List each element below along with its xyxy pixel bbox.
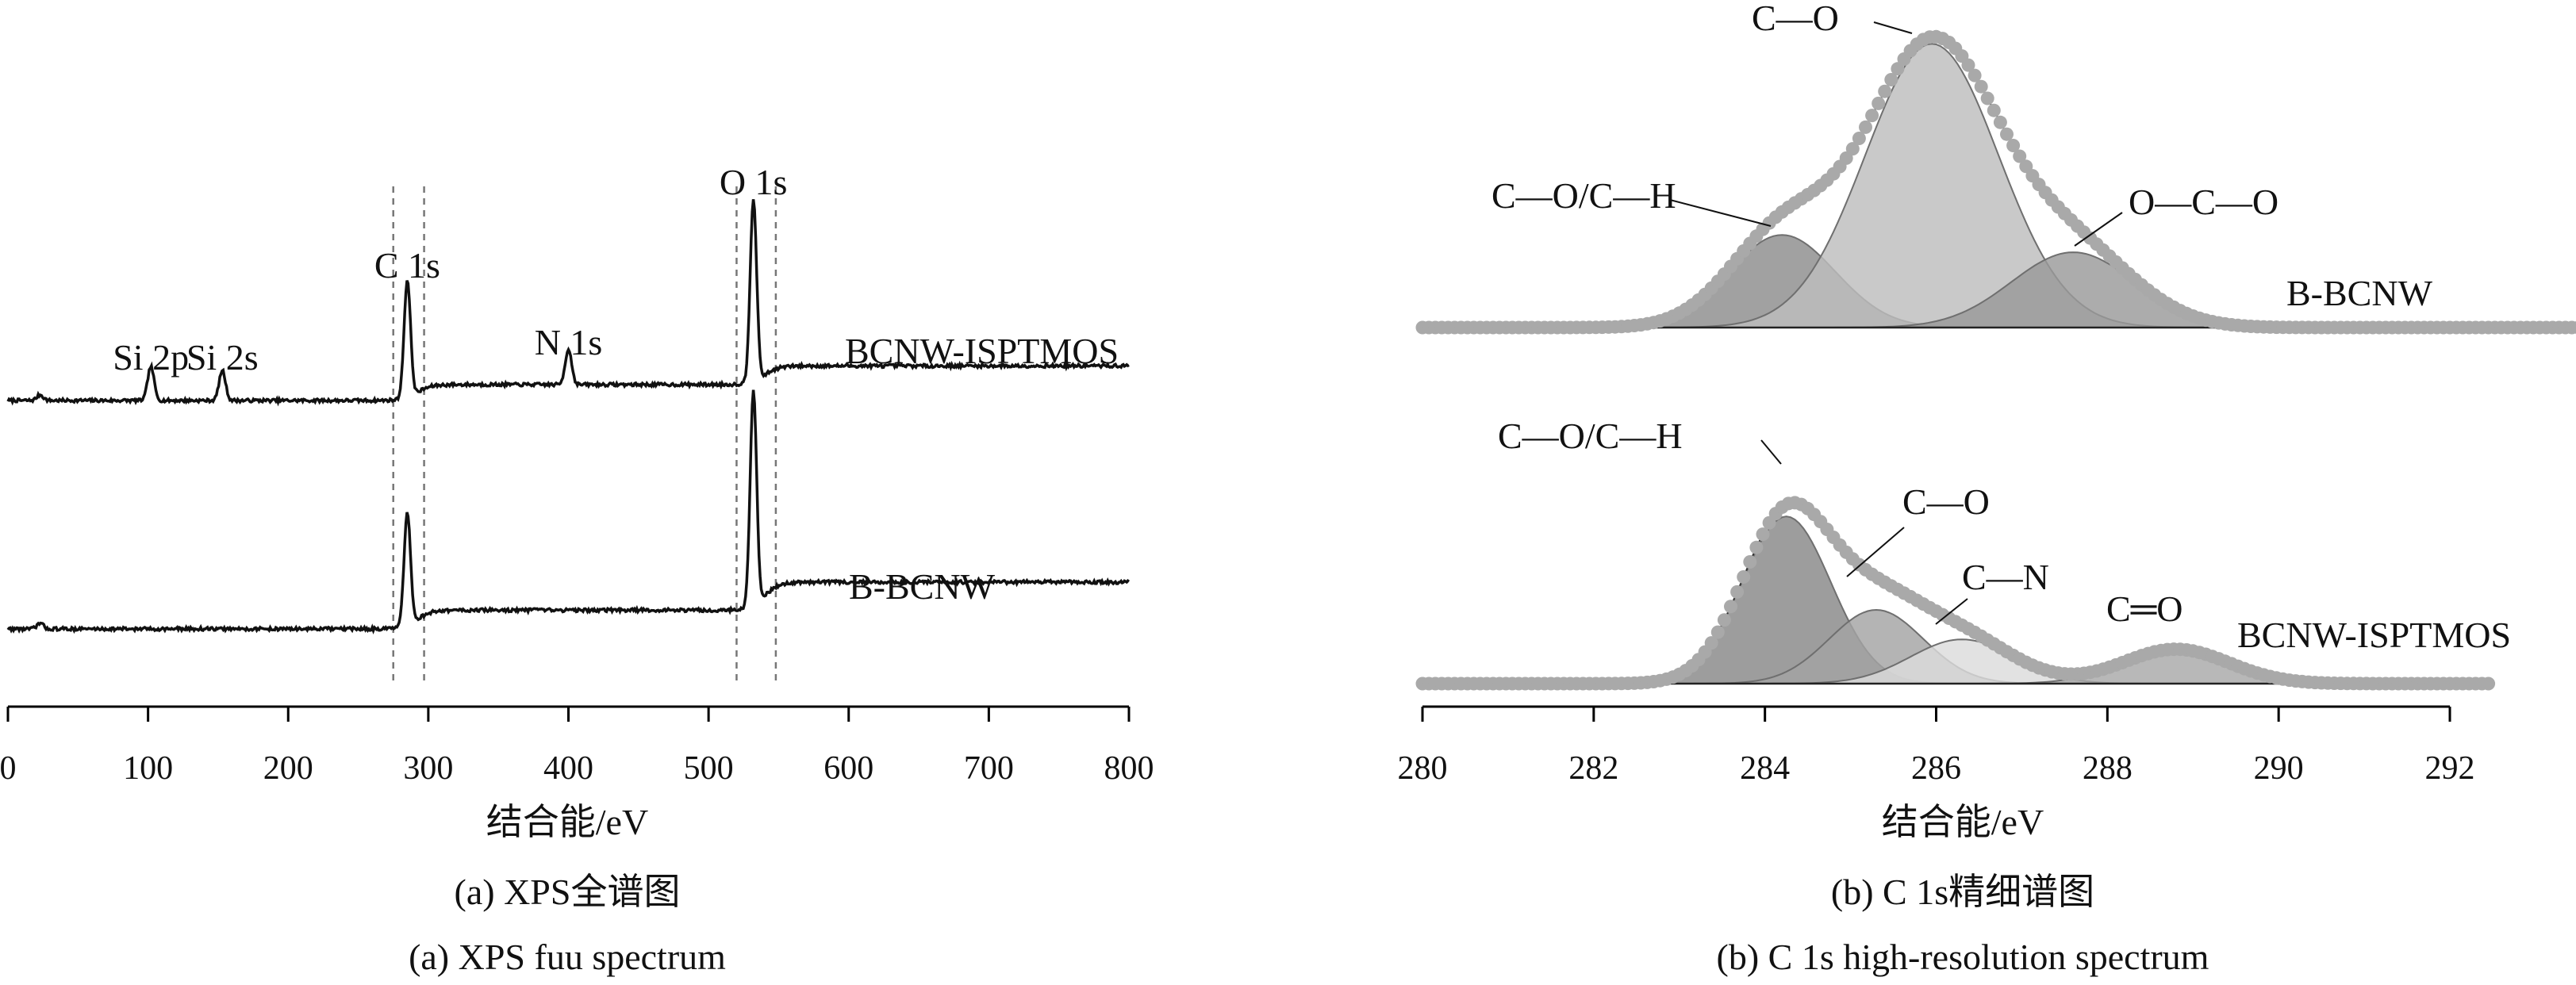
measured-data-point (1743, 555, 1757, 569)
x-tick-label: 100 (123, 750, 173, 787)
measured-data-point (1756, 527, 1770, 542)
peak-label-c-1s: C 1s (374, 245, 440, 286)
x-axis-title: 结合能/eV (486, 802, 648, 842)
component-label-c-n: C—N (1962, 557, 2049, 597)
x-tick-label: 400 (543, 750, 593, 787)
measured-data-point (2006, 139, 2021, 152)
measured-data-point (1704, 636, 1718, 650)
leader-line (1760, 439, 1782, 465)
peak-label-n-1s: N 1s (535, 322, 603, 362)
measured-data-point (1878, 84, 1892, 98)
x-tick-label: 500 (684, 750, 734, 787)
c1s-spectrum-bcnw-isptmos (1415, 496, 2496, 691)
peak-label-si-2p: Si 2p (113, 337, 189, 378)
leader-line (1873, 21, 1913, 34)
measured-data-point (1891, 62, 1905, 76)
panel-b-title: (b) C 1s精细谱图 (1831, 872, 2094, 912)
panel-b-subtitle: (b) C 1s high-resolution spectrum (1717, 937, 2209, 977)
measured-data-point (1845, 142, 1860, 156)
measured-data-point (1737, 570, 1751, 584)
measured-data-point (1724, 600, 1737, 614)
measured-data-point (1865, 109, 1879, 123)
series-label-bcnw-isptmos: BCNW-ISPTMOS (845, 331, 1119, 371)
measured-data-point (1730, 584, 1745, 599)
leader-line (1846, 527, 1905, 577)
component-label-c-o-c-h: C—O/C—H (1498, 416, 1683, 456)
series-label-bcnw-isptmos: BCNW-ISPTMOS (2237, 615, 2511, 655)
component-labels: C—O/C—H C—O O—C—O C—O/C—H C—O C—N C═O (1491, 0, 2278, 629)
panel-a-subtitle: (a) XPS fuu spectrum (409, 937, 726, 977)
series-label-b-bcnw: B-BCNW (2286, 273, 2433, 313)
x-tick-label: 282 (1568, 750, 1618, 787)
measured-data-point (1872, 96, 1886, 110)
measured-data-point (1884, 73, 1898, 86)
peak-label-o-1s: O 1s (720, 162, 788, 202)
component-label-o-c-o: O—C—O (2129, 182, 2278, 222)
x-tick-label: 288 (2083, 750, 2133, 787)
measured-data-point (1993, 115, 2007, 129)
component-label-c-o: C═O (2106, 588, 2183, 629)
measured-data-point (1980, 91, 1994, 105)
component-label-c-o-c-h: C—O/C—H (1491, 175, 1676, 216)
measured-data-point (1968, 68, 1982, 82)
measured-data-point (1749, 540, 1764, 554)
measured-data-point (1961, 58, 1975, 72)
x-tick-label: 284 (1740, 750, 1790, 787)
x-tick-label: 600 (823, 750, 873, 787)
measured-data-point (1987, 103, 2001, 117)
measured-data-point (1852, 132, 1866, 145)
component-label-c-o: C—O (1902, 481, 1990, 522)
panel-a-title: (a) XPS全谱图 (455, 872, 681, 912)
measured-data-point (1717, 613, 1731, 627)
x-tick-label: 0 (0, 750, 17, 787)
series-label-b-bcnw: B-BCNW (849, 566, 996, 607)
component-label-c-o: C—O (1752, 0, 1839, 38)
x-tick-label: 300 (403, 750, 453, 787)
leader-line (1935, 598, 1968, 625)
measured-data-point (2571, 321, 2576, 334)
leader-line (2074, 212, 2123, 247)
x-tick-label: 700 (964, 750, 1014, 787)
survey-curves (6, 199, 1131, 634)
x-tick-label: 286 (1911, 750, 1961, 787)
x-tick-label: 290 (2254, 750, 2304, 787)
x-tick-label: 800 (1104, 750, 1154, 787)
measured-data-point (1710, 625, 1725, 639)
x-ticks: 0 100 200 300 400 500 600 700 800 (0, 707, 1154, 787)
x-tick-label: 292 (2425, 750, 2475, 787)
measured-data-point (2482, 676, 2496, 691)
measured-data-point (2000, 127, 2014, 141)
measured-data-point (1974, 79, 1988, 94)
x-axis-title: 结合能/eV (1882, 802, 2044, 842)
panel-b-c1s-spectrum: 280 282 284 286 288 290 292 C—O/C—HC—OO—C—OC—O… (1398, 0, 2576, 977)
x-tick-label: 280 (1398, 750, 1448, 787)
measured-data-point (2013, 149, 2027, 163)
measured-data-point (1859, 120, 1872, 134)
spectrum-line-bcnw-isptmos (6, 199, 1130, 407)
leader-line (1669, 199, 1772, 227)
spectrum-line-b-bcnw (6, 389, 1131, 634)
x-ticks: 280 282 284 286 288 290 292 (1398, 707, 2475, 787)
peak-label-si-2s: Si 2s (186, 337, 259, 378)
x-tick-label: 200 (263, 750, 313, 787)
c1s-spectrum-b-bcnw (1415, 29, 2576, 335)
